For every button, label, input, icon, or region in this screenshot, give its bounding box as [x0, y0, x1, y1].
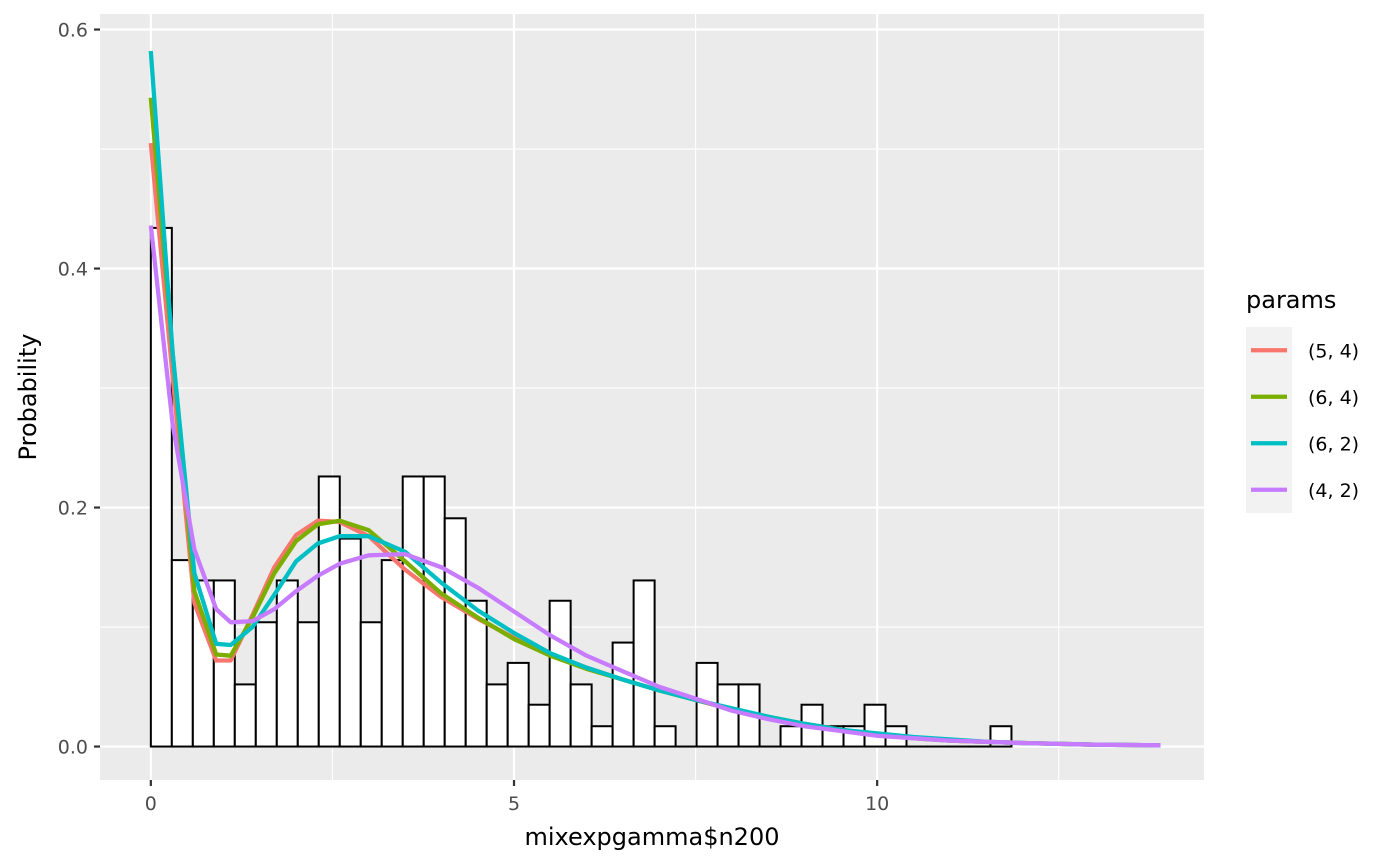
legend-label: (5, 4) [1308, 340, 1359, 362]
density-lines [148, 50, 1161, 748]
legend-label: (6, 2) [1308, 433, 1359, 455]
histogram-bar [653, 725, 677, 748]
y-tick-label: 0.2 [58, 498, 88, 520]
histogram-bar [359, 621, 383, 748]
legend: params (5, 4) (6, 4) (6, 2) (4, 2) [1246, 286, 1359, 513]
x-axis-title: mixexpgamma$n200 [525, 823, 780, 851]
histogram-bar [338, 537, 362, 748]
histogram-bar [611, 641, 635, 748]
x-tick-label: 5 [508, 793, 520, 815]
histogram-bar [485, 683, 509, 748]
histogram-bar [422, 475, 446, 748]
histogram-bar [527, 703, 551, 748]
histogram-bar [569, 683, 593, 748]
histogram-bar [443, 517, 467, 748]
histogram-bar [716, 683, 740, 748]
y-axis-ticks: 0.0 0.2 0.4 0.6 [58, 20, 100, 759]
y-tick-label: 0.6 [58, 20, 88, 42]
histogram-bar [296, 621, 320, 748]
histogram-bar [170, 559, 194, 748]
legend-label: (6, 4) [1308, 387, 1359, 409]
histogram-bar [233, 683, 257, 748]
legend-label: (4, 2) [1308, 480, 1359, 502]
y-tick-label: 0.0 [58, 737, 88, 759]
histogram-bar [401, 475, 425, 748]
y-axis-title: Probability [14, 334, 42, 461]
legend-title: params [1246, 286, 1336, 314]
histogram-bar [632, 579, 656, 748]
x-axis-ticks: 0 5 10 [145, 780, 889, 815]
histogram-bar [590, 725, 614, 748]
histogram-bar [464, 599, 488, 748]
y-tick-label: 0.4 [58, 259, 88, 281]
histogram-bar [380, 559, 404, 748]
histogram-bar [506, 661, 530, 748]
x-tick-label: 0 [145, 793, 157, 815]
histogram-bar [779, 725, 803, 748]
legend-keys: (5, 4) (6, 4) (6, 2) (4, 2) [1246, 327, 1359, 513]
histogram-bar [863, 703, 887, 748]
histogram-bar [254, 621, 278, 748]
x-tick-label: 10 [865, 793, 889, 815]
series-line [148, 225, 1161, 748]
histogram-bar [317, 475, 341, 748]
histogram-bar [548, 599, 572, 748]
